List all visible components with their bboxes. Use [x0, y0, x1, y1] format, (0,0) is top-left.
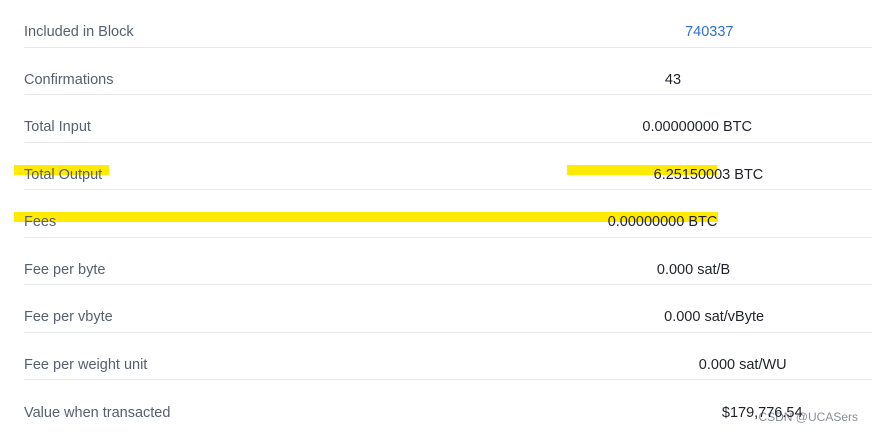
row-label: Total Output — [24, 166, 103, 183]
row-label: Value when transacted — [24, 404, 171, 421]
row-label: Fees — [24, 214, 57, 231]
row-value: 43 — [664, 71, 682, 88]
highlight-mark-label — [14, 164, 109, 175]
row-value: 0.000 sat/WU — [698, 356, 787, 373]
row-label: Fee per vbyte — [24, 309, 113, 326]
block-height-link[interactable]: 740337 — [685, 24, 734, 41]
row-value: 0.000 sat/B — [656, 261, 731, 278]
row-label: Total Input — [24, 119, 91, 136]
row-value: 6.25150003 BTC — [653, 166, 764, 183]
row-label: Confirmations — [24, 71, 114, 88]
row-label: Fee per weight unit — [24, 356, 148, 373]
highlight-mark-row — [14, 212, 718, 223]
row-value: $179,776.54 — [721, 404, 803, 421]
row-fees: Fees 0.00000000 BTC — [14, 190, 872, 238]
row-fee-per-weight-unit: Fee per weight unit 0.000 sat/WU — [24, 333, 872, 380]
row-fee-per-byte: Fee per byte 0.000 sat/B — [24, 238, 872, 285]
watermark: CSDN @UCASers — [758, 410, 858, 424]
row-label: Fee per byte — [24, 261, 106, 278]
row-value: 0.00000000 BTC — [607, 214, 718, 231]
row-value: 0.00000000 BTC — [642, 119, 753, 136]
highlight-mark-value — [567, 164, 717, 175]
row-total-output: Total Output 6.25150003 BTC — [14, 143, 872, 190]
row-label: Included in Block — [24, 24, 134, 41]
transaction-details-table: Included in Block 740337 Confirmations 4… — [14, 0, 872, 428]
row-included-in-block: Included in Block 740337 — [24, 0, 872, 48]
row-total-input: Total Input 0.00000000 BTC — [24, 95, 872, 143]
row-value-when-transacted: Value when transacted $179,776.54 — [24, 380, 872, 428]
row-value: 0.000 sat/vByte — [664, 309, 765, 326]
row-fee-per-vbyte: Fee per vbyte 0.000 sat/vByte — [24, 285, 872, 333]
row-confirmations: Confirmations 43 — [24, 48, 872, 95]
